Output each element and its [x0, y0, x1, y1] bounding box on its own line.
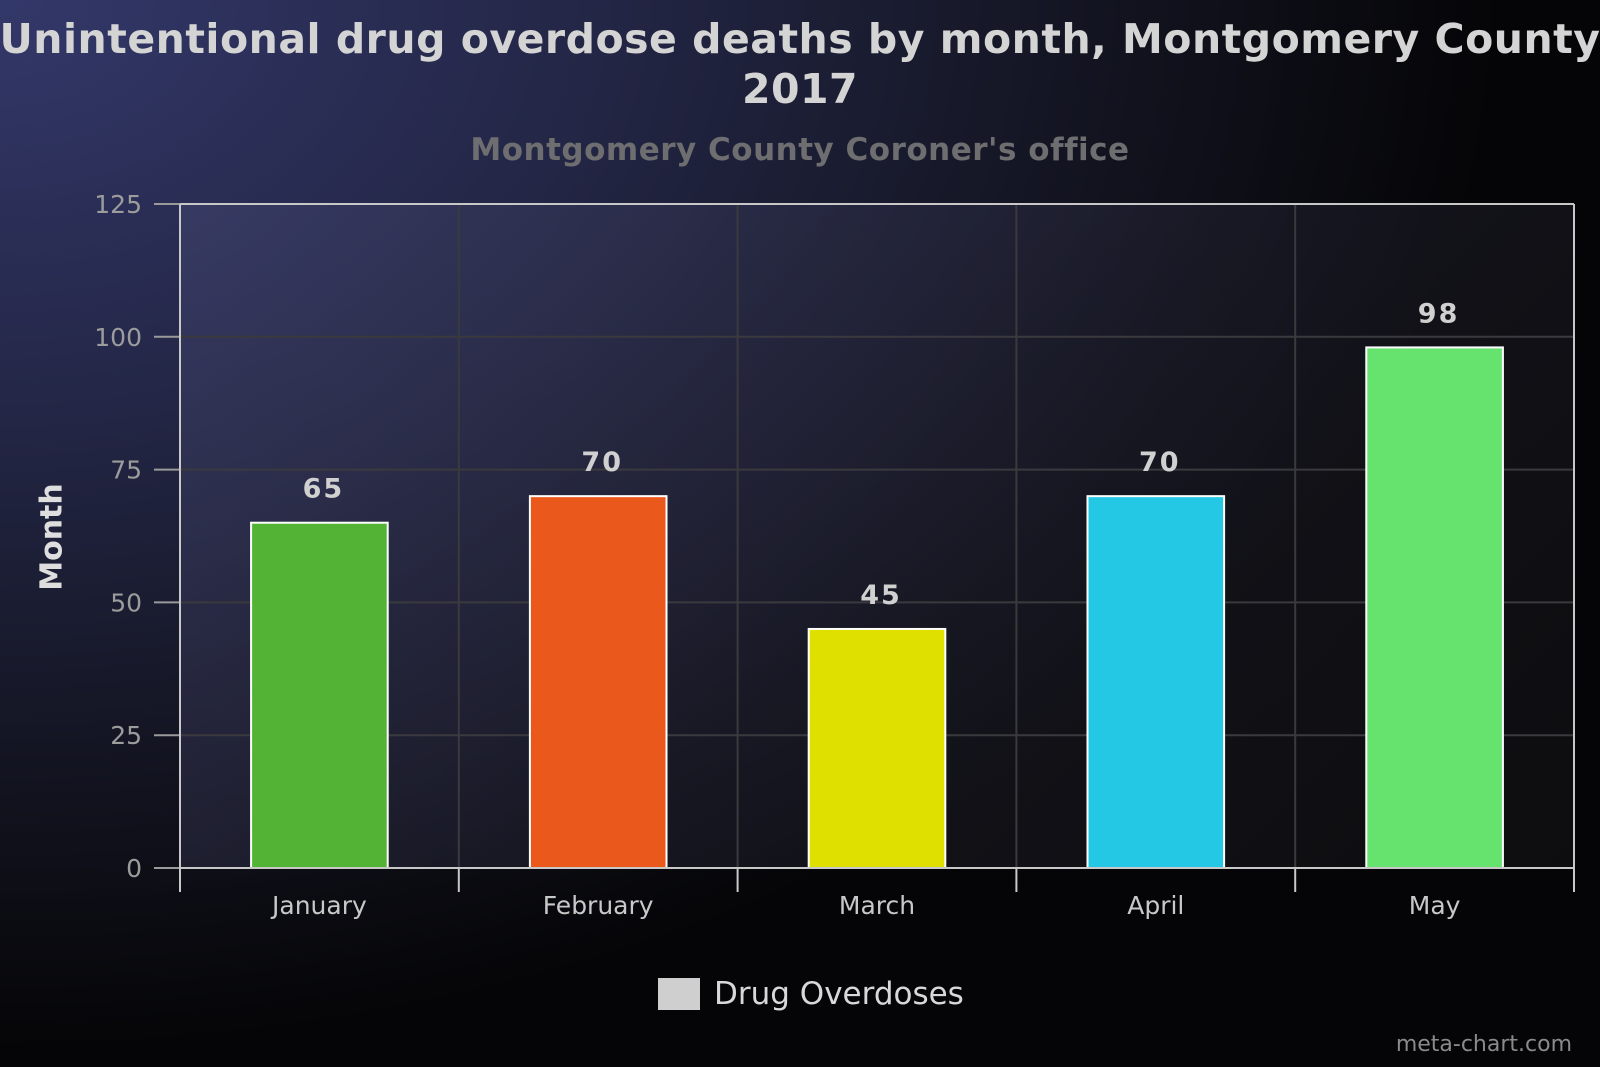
x-tick-label: May — [1409, 891, 1461, 920]
data-label: 98 — [1418, 298, 1460, 329]
watermark: meta-chart.com — [1395, 1032, 1572, 1057]
x-tick-label: April — [1127, 891, 1184, 920]
bar-february — [528, 495, 668, 869]
chart-title: Unintentional drug overdose deaths by mo… — [0, 15, 1600, 113]
bar-january — [250, 521, 389, 869]
x-tick-label: January — [270, 891, 367, 920]
x-tick-label: March — [839, 891, 915, 920]
y-tick-label: 125 — [94, 190, 142, 219]
y-tick-label: 75 — [110, 456, 142, 485]
chart-subtitle: Montgomery County Coroner's office — [470, 132, 1130, 168]
y-tick-label: 0 — [126, 854, 142, 883]
data-label: 45 — [860, 580, 902, 611]
y-tick-label: 100 — [94, 323, 142, 352]
data-label: 70 — [1139, 447, 1181, 478]
bar-april — [1086, 495, 1226, 869]
bar-march — [807, 627, 947, 870]
y-tick-label: 25 — [110, 721, 142, 750]
x-tick-label: February — [543, 891, 654, 920]
data-label: 65 — [303, 474, 345, 505]
bar-may — [1365, 346, 1504, 869]
legend-swatch — [658, 978, 700, 1010]
legend-label: Drug Overdoses — [714, 976, 964, 1012]
legend[interactable]: Drug Overdoses — [658, 976, 964, 1012]
y-tick-label: 50 — [110, 588, 142, 617]
data-label: 70 — [581, 447, 623, 478]
